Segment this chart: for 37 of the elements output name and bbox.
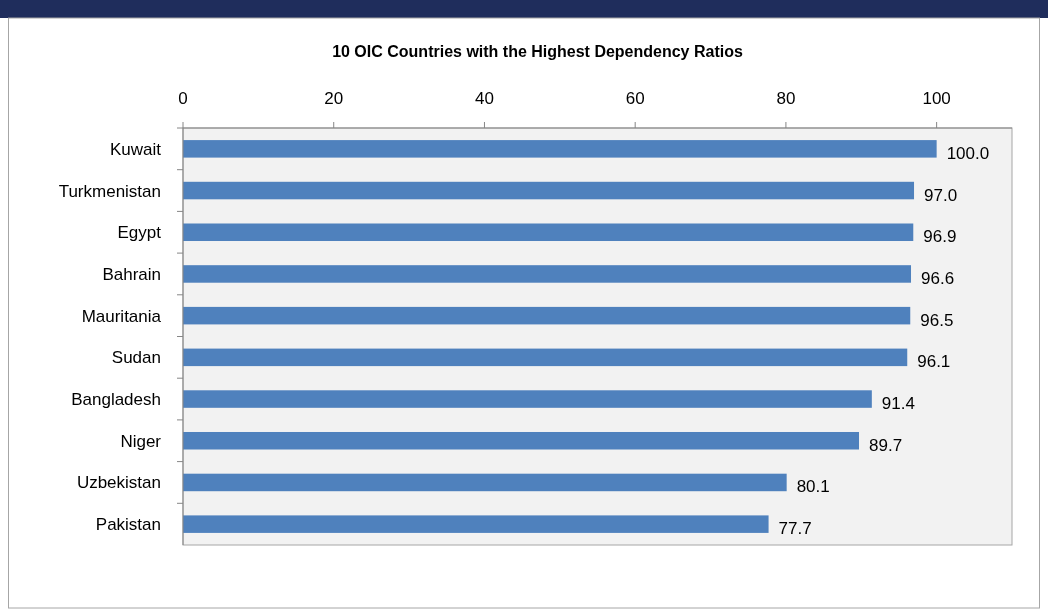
y-tick-label: Pakistan [95,515,161,535]
bar [183,473,787,492]
bar [183,348,908,367]
data-label: 77.7 [778,519,812,539]
data-label: 96.6 [921,268,955,288]
bar [183,223,914,242]
x-tick-label: 0 [178,89,188,108]
x-tick-label: 80 [776,89,796,108]
bar [183,431,860,450]
y-tick-label: Uzbekistan [76,473,161,493]
bar [183,265,912,283]
chart-title: 10 OIC Countries with the Highest Dependency Ratios [332,43,743,60]
data-label: 89.7 [869,435,903,455]
bar [183,306,911,325]
y-tick-label: Sudan [111,348,161,368]
y-tick-label: Bangladesh [71,390,161,409]
x-tick-label: 20 [324,89,344,108]
x-tick-label: 100 [922,89,951,108]
x-tick-label: 40 [474,89,494,108]
bar [183,140,937,158]
data-label: 100.0 [946,143,990,163]
data-label: 96.5 [920,310,954,330]
y-tick-label: Mauritania [81,306,162,326]
y-tick-label: Egypt [117,223,162,243]
y-tick-label: Kuwait [109,139,162,159]
x-tick-label: 60 [625,89,645,108]
data-label: 96.9 [923,227,957,247]
bar [183,390,872,408]
bar [183,515,769,533]
y-tick-label: Niger [120,431,162,451]
bar [183,181,915,200]
y-tick-label: Turkmenistan [58,181,161,201]
y-tick-label: Bahrain [102,264,161,284]
data-label: 97.0 [924,185,958,205]
data-label: 96.1 [917,352,951,372]
data-label: 80.1 [796,477,830,497]
data-label: 91.4 [881,394,915,413]
